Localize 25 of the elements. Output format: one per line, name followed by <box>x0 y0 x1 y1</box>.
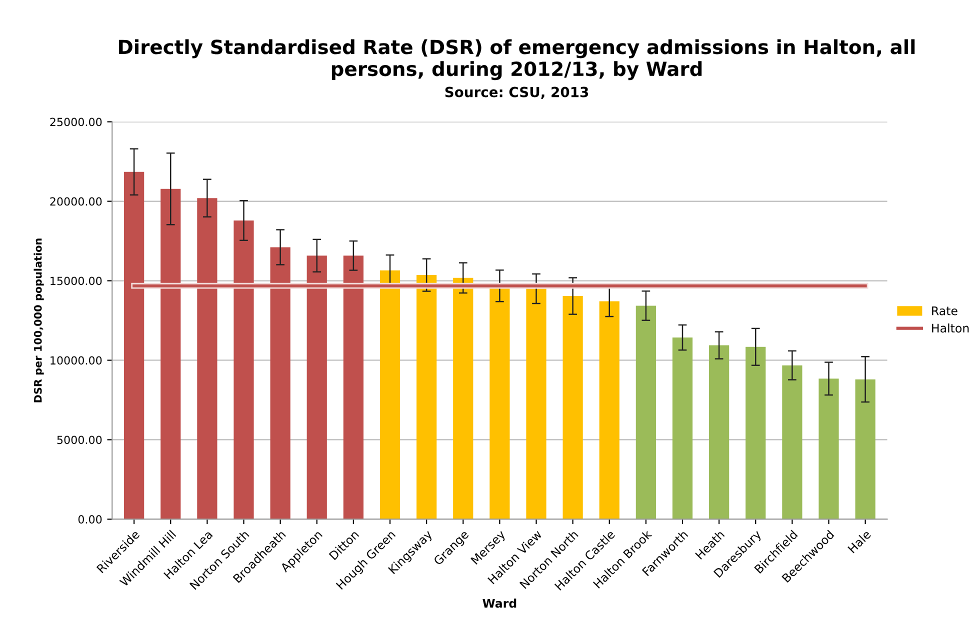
bar <box>818 378 839 520</box>
chart-subtitle: Source: CSU, 2013 <box>445 86 588 100</box>
chart-title: Directly Standardised Rate (DSR) of emergency admissions in Halton, all persons, during 2012/13, by Ward <box>119 39 915 80</box>
x-axis-title: Ward <box>482 598 516 608</box>
y-tick-label: 15000.00 <box>50 276 102 286</box>
y-tick-label: 5000.00 <box>57 436 102 444</box>
bar <box>380 270 400 520</box>
legend-label: Rate <box>932 306 958 316</box>
bar <box>746 346 766 520</box>
y-tick-label: 0.00 <box>78 515 102 524</box>
y-tick-label: 25000.00 <box>50 118 102 126</box>
bar <box>709 345 730 520</box>
y-axis-title: DSR per 100,000 population <box>34 238 44 402</box>
bar <box>453 278 474 520</box>
y-tick-label: 20000.00 <box>50 197 102 206</box>
bar <box>599 301 620 520</box>
bar <box>672 338 693 520</box>
legend-label: Halton <box>932 323 969 333</box>
bar <box>782 365 802 520</box>
bar <box>526 288 546 520</box>
bar <box>636 306 656 520</box>
bar <box>562 296 583 520</box>
bar <box>855 379 876 520</box>
y-tick-label: 10000.00 <box>50 356 102 365</box>
bar <box>416 275 437 520</box>
